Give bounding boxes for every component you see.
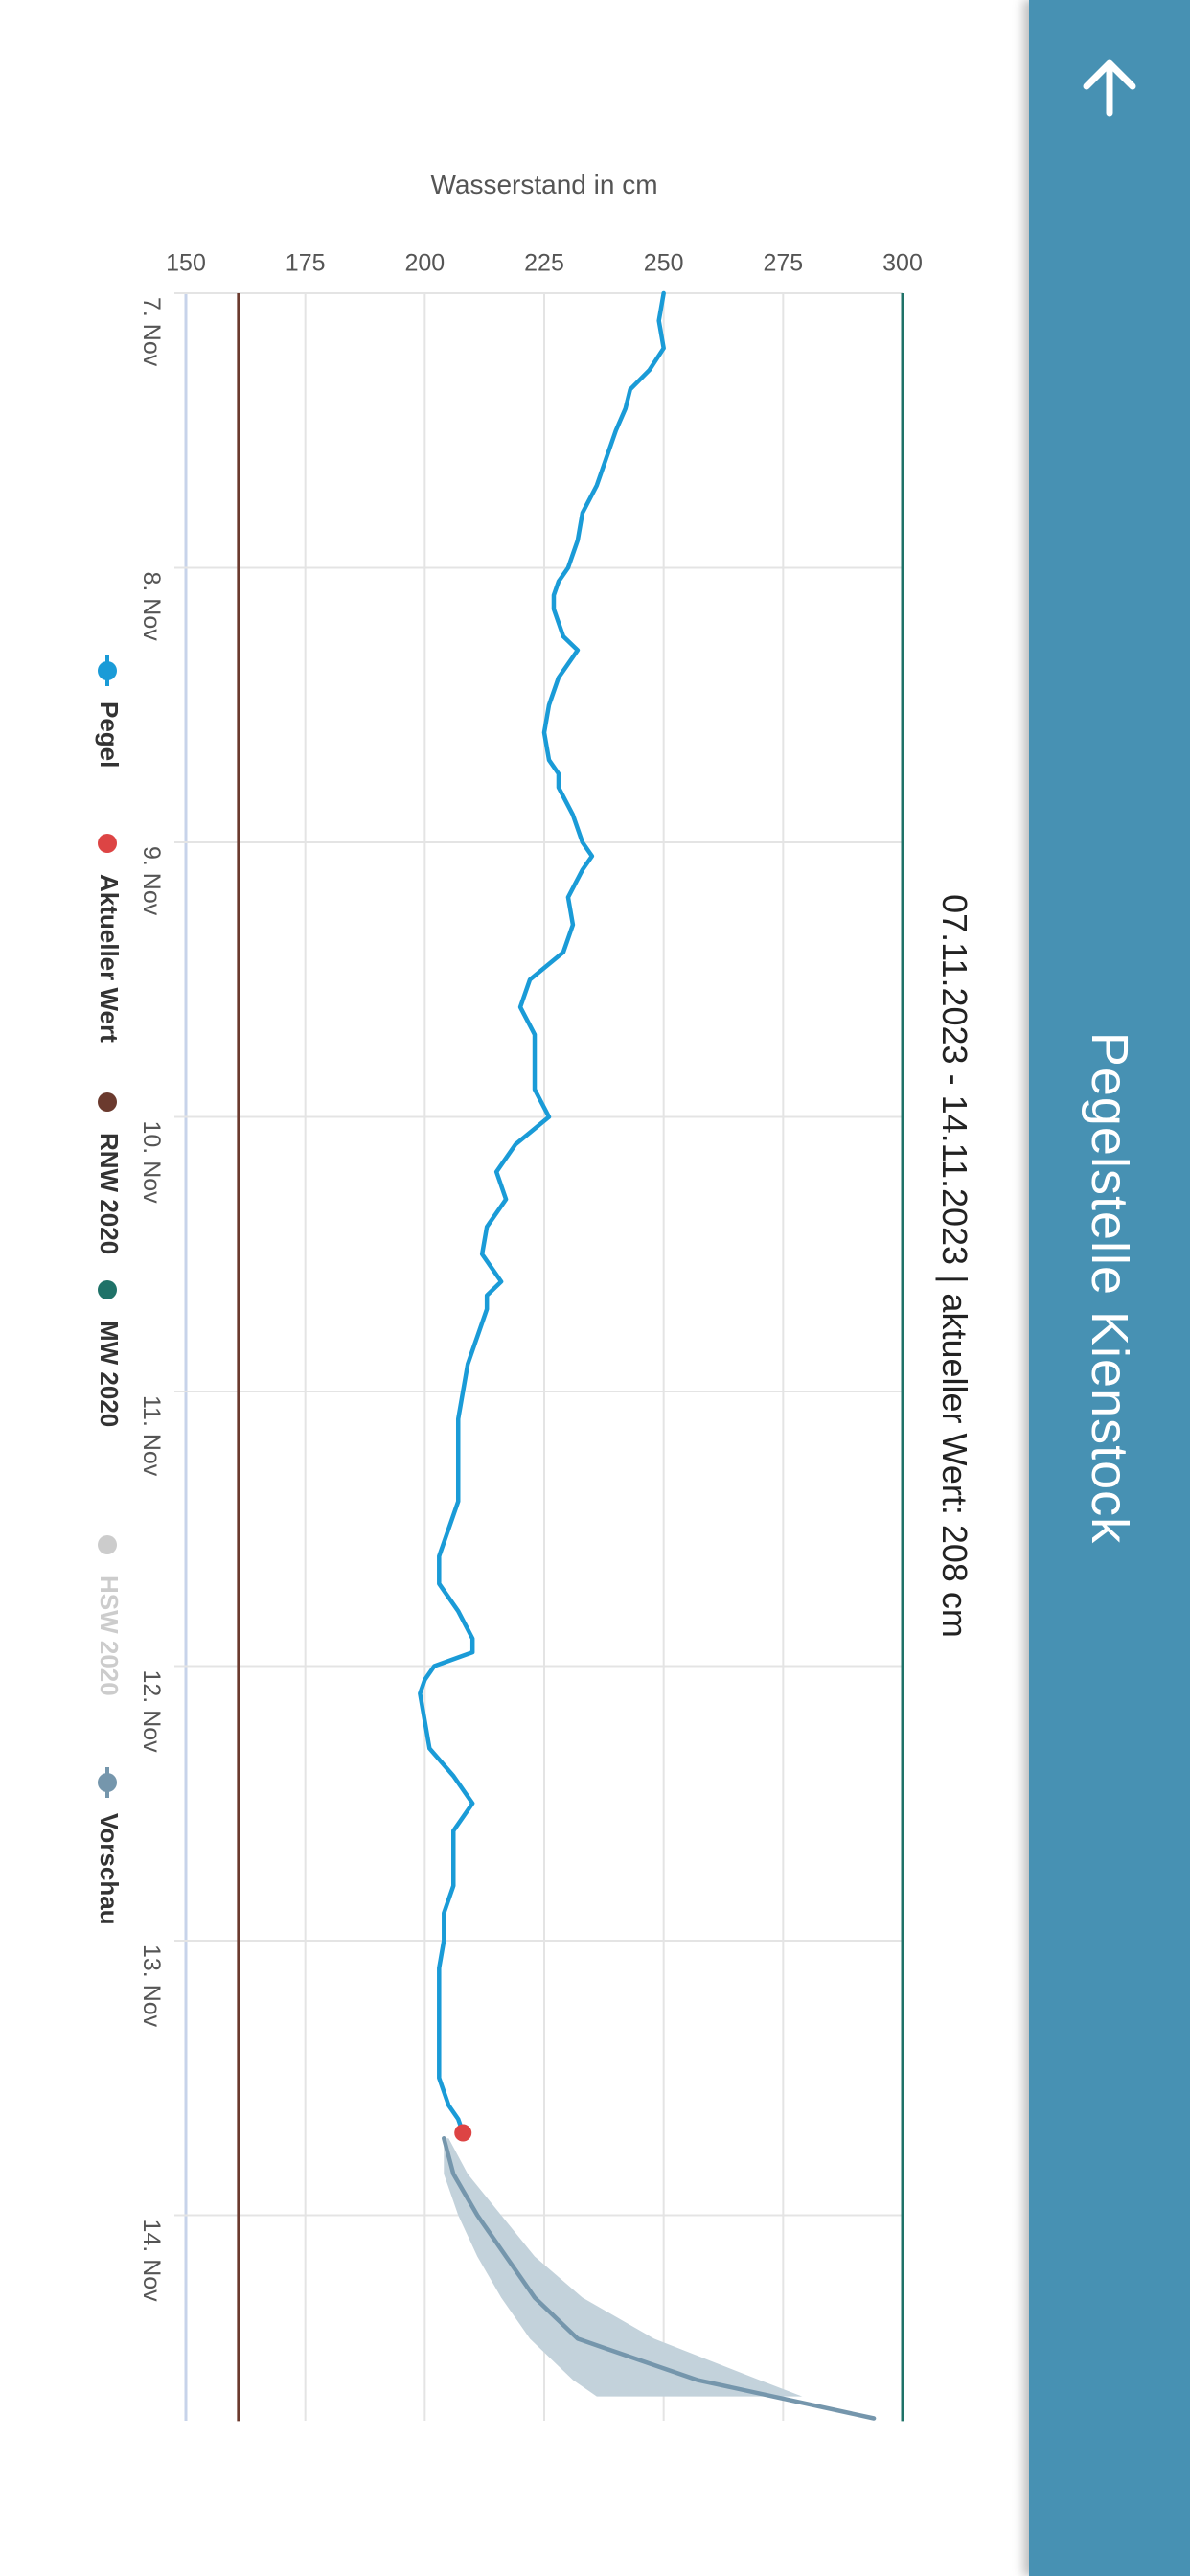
legend-marker-symbol	[98, 834, 117, 853]
legend-item-hsw-2020: HSW 2020	[95, 1535, 124, 1696]
y-axis: 150 175 200 225 250 275 300	[166, 250, 923, 277]
x-axis: 7. Nov 8. Nov 9. Nov 10. Nov 11. Nov 12. Nov 1…	[138, 297, 165, 2302]
legend-label: Aktueller Wert	[95, 874, 124, 1043]
legend-marker-symbol	[98, 1280, 117, 1300]
x-tick-label: 9. Nov	[138, 846, 165, 916]
x-tick-label: 14. Nov	[138, 2220, 165, 2303]
legend-item-pegel: Pegel	[95, 656, 124, 768]
aktueller-wert-point	[454, 2124, 472, 2142]
x-tick-label: 12. Nov	[138, 1670, 165, 1754]
series-layer	[237, 290, 904, 2422]
y-tick-label: 250	[644, 250, 684, 277]
arrow-left-icon[interactable]	[1067, 46, 1152, 130]
chart-subtitle: 07.11.2023 - 14.11.2023 | aktueller Wert…	[935, 894, 974, 1638]
x-tick-label: 10. Nov	[138, 1121, 165, 1205]
x-tick-label: 7. Nov	[138, 297, 165, 367]
forecast-band-layer	[444, 2138, 803, 2397]
y-tick-label: 225	[524, 250, 564, 277]
legend-marker-symbol	[98, 1092, 117, 1112]
legend-marker-symbol	[98, 1773, 117, 1792]
x-tick-label: 11. Nov	[138, 1395, 165, 1477]
vorschau-band	[444, 2138, 803, 2397]
legend-label: Pegel	[95, 702, 124, 768]
legend-label: HSW 2020	[95, 1576, 124, 1696]
vorschau-series-line	[442, 2136, 877, 2421]
y-tick-label: 150	[166, 250, 206, 277]
x-tick-label: 13. Nov	[138, 1944, 165, 2028]
grid-layer	[174, 292, 904, 2421]
legend-marker-symbol	[98, 1535, 117, 1554]
x-tick-label: 8. Nov	[138, 572, 165, 642]
legend-item-rnw-2020: RNW 2020	[95, 1092, 124, 1254]
y-tick-label: 300	[882, 250, 923, 277]
legend-item-mw-2020: MW 2020	[95, 1280, 124, 1427]
legend-label: MW 2020	[95, 1321, 124, 1427]
pegel-series-line	[418, 290, 666, 2135]
legend-item-vorschau: Vorschau	[95, 1767, 124, 1925]
legend-label: RNW 2020	[95, 1133, 124, 1254]
y-tick-label: 200	[404, 250, 445, 277]
legend-marker-symbol	[98, 661, 117, 680]
y-tick-label: 175	[286, 250, 326, 277]
app-header: Pegelstelle Kienstock	[1029, 0, 1190, 2576]
y-tick-label: 275	[763, 250, 803, 277]
chart-legend: Pegel Aktueller Wert RNW 2020 MW 2020 HSW 20…	[95, 656, 124, 1925]
legend-item-aktueller-wert: Aktueller Wert	[95, 834, 124, 1043]
y-axis-title: Wasserstand in cm	[430, 170, 657, 199]
legend-label: Vorschau	[95, 1813, 124, 1925]
